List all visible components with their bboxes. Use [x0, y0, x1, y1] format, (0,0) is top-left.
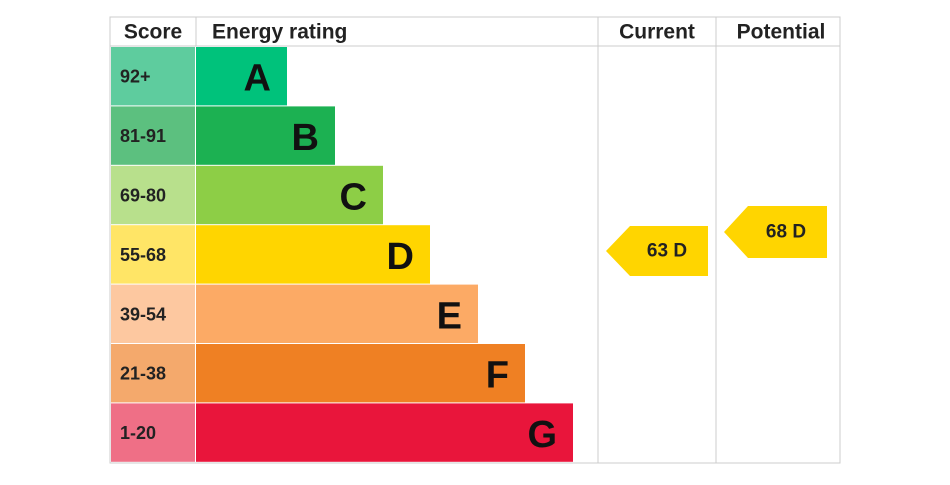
score-cell — [111, 403, 195, 462]
rating-letter: D — [387, 236, 414, 278]
score-cell — [111, 225, 195, 284]
potential-arrow — [724, 206, 827, 258]
score-range: 81-91 — [120, 126, 166, 146]
score-cell — [111, 284, 195, 343]
header-current: Current — [619, 21, 695, 44]
rating-letter: E — [437, 295, 462, 337]
score-cell — [111, 47, 195, 106]
rating-letter: G — [527, 414, 557, 456]
rating-bar — [196, 344, 525, 403]
rating-letter: B — [292, 117, 319, 159]
rating-bar — [196, 284, 478, 343]
rating-bar — [196, 47, 287, 106]
potential-label: 68 D — [766, 222, 806, 243]
score-range: 55-68 — [120, 245, 166, 265]
score-range: 92+ — [120, 67, 151, 87]
score-cell — [111, 165, 195, 225]
score-cell — [111, 344, 195, 403]
rating-bar — [196, 225, 430, 284]
rating-bar — [196, 403, 573, 462]
rating-letter: C — [340, 177, 367, 219]
rating-bar — [196, 106, 335, 165]
header-potential: Potential — [737, 21, 826, 44]
current-label: 63 D — [647, 241, 687, 262]
score-range: 21-38 — [120, 364, 166, 384]
rating-letter: A — [244, 58, 271, 100]
score-range: 1-20 — [120, 423, 156, 443]
header-rating: Energy rating — [212, 21, 347, 44]
rating-bar — [196, 165, 383, 225]
rating-letter: F — [486, 355, 509, 397]
score-range: 39-54 — [120, 304, 166, 324]
header-score: Score — [124, 21, 182, 44]
score-cell — [111, 106, 195, 165]
score-range: 69-80 — [120, 186, 166, 206]
current-arrow — [606, 226, 708, 276]
